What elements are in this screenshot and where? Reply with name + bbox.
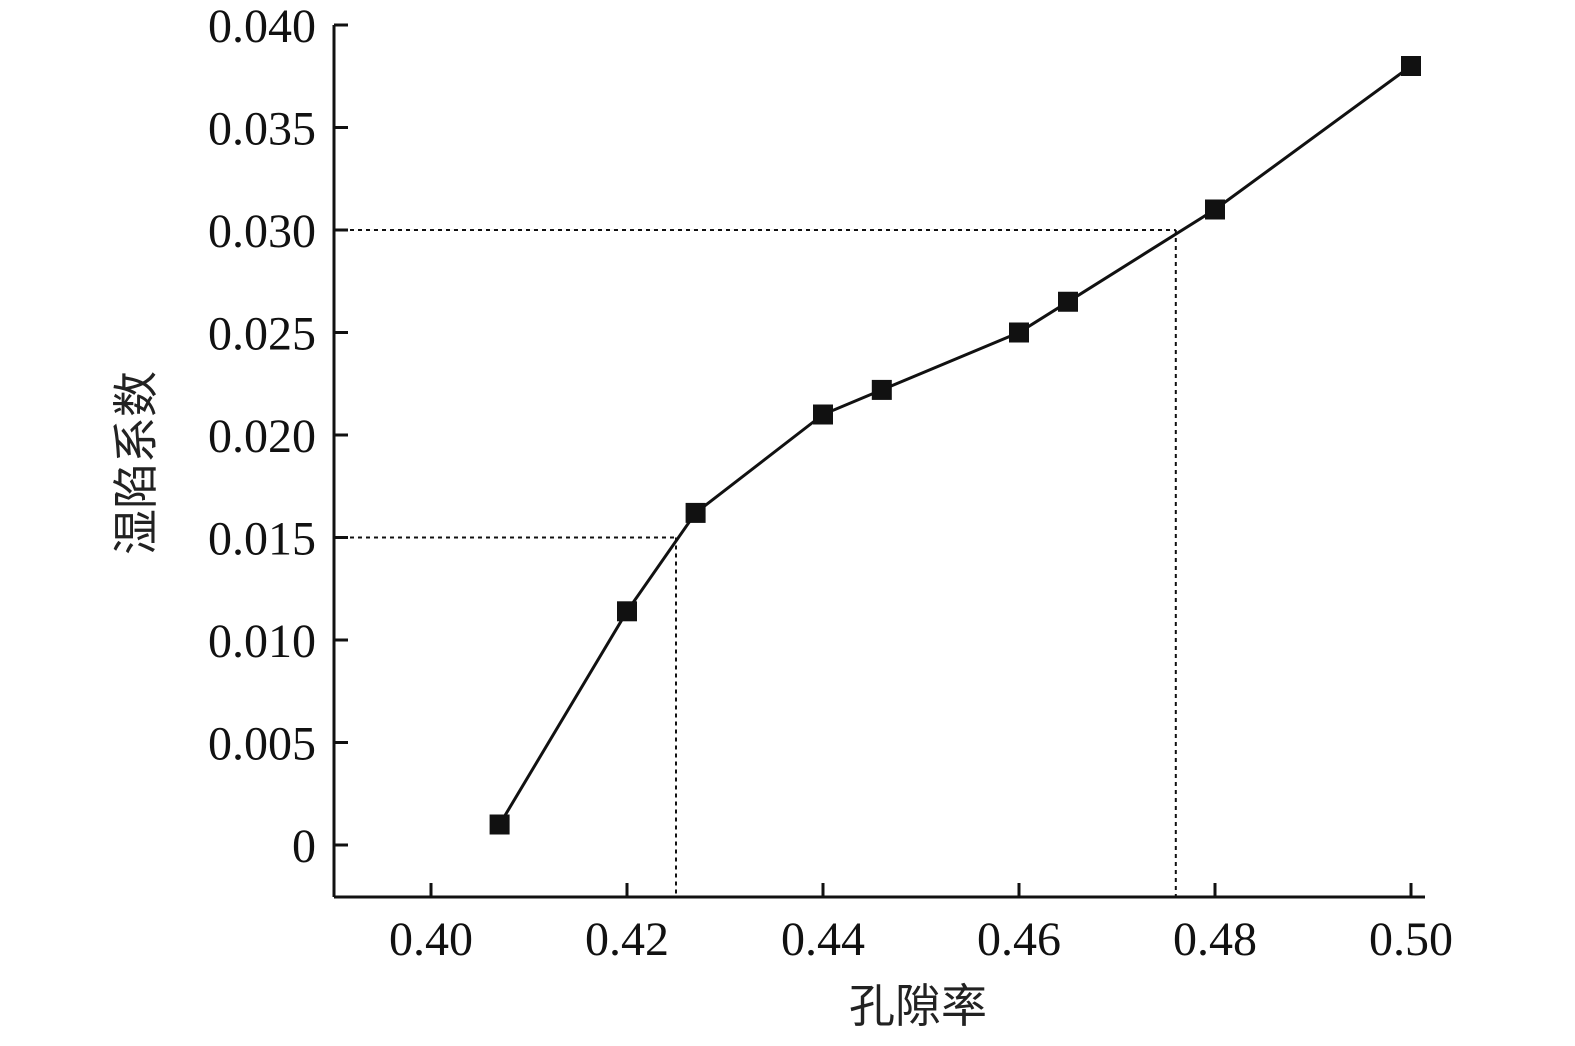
x-axis-title: 孔隙率 [849, 979, 987, 1033]
series-line [498, 64, 1412, 826]
data-point [813, 404, 833, 425]
axes [332, 25, 1425, 899]
x-tick-label: 0.44 [781, 913, 865, 966]
y-tick-label: 0.025 [208, 308, 316, 361]
x-ticks: 0.40 0.42 0.44 0.46 0.48 0.50 [389, 883, 1453, 966]
y-tick-label: 0.005 [208, 718, 316, 771]
x-tick-label: 0.42 [585, 913, 669, 966]
y-ticks: 0 0.005 0.010 0.015 0.020 0.025 0.030 0.035 0.04… [208, 0, 348, 873]
data-point [1058, 291, 1078, 312]
data-point [1009, 322, 1029, 343]
data-point [617, 601, 637, 622]
y-tick-label: 0.020 [208, 410, 316, 463]
y-axis-title: 湿陷系数 [109, 371, 163, 555]
data-point [685, 502, 706, 523]
data-point [489, 814, 510, 835]
y-tick-label: 0.015 [208, 513, 316, 566]
series [489, 56, 1421, 835]
data-point [1205, 199, 1225, 220]
y-tick-label: 0 [292, 820, 316, 873]
x-tick-label: 0.46 [977, 913, 1061, 966]
y-tick-label: 0.010 [208, 615, 316, 668]
y-tick-label: 0.040 [208, 0, 316, 53]
y-tick-label: 0.035 [208, 103, 316, 156]
reference-lines [334, 229, 1177, 897]
x-tick-label: 0.48 [1173, 913, 1257, 966]
y-tick-label: 0.030 [208, 205, 316, 258]
data-point [1401, 56, 1421, 76]
x-tick-label: 0.50 [1369, 913, 1453, 966]
data-point [871, 379, 892, 400]
x-tick-label: 0.40 [389, 913, 473, 966]
